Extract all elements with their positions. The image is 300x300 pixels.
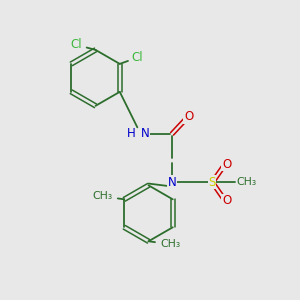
Text: H: H xyxy=(127,127,136,140)
Text: Cl: Cl xyxy=(131,51,142,64)
Text: CH₃: CH₃ xyxy=(236,177,256,188)
Text: S: S xyxy=(208,176,215,189)
Text: CH₃: CH₃ xyxy=(92,191,112,201)
Text: N: N xyxy=(141,127,149,140)
Text: O: O xyxy=(222,194,231,207)
Text: Cl: Cl xyxy=(71,38,82,51)
Text: CH₃: CH₃ xyxy=(160,239,180,249)
Text: N: N xyxy=(168,176,176,189)
Text: O: O xyxy=(222,158,231,171)
Text: O: O xyxy=(184,110,193,123)
